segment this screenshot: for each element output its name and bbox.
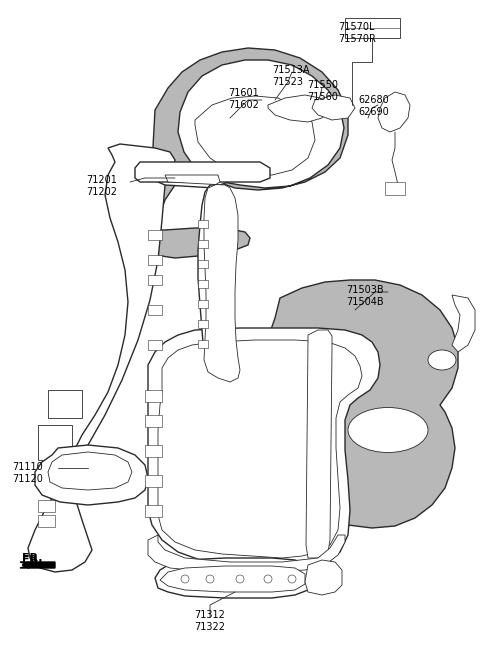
Polygon shape (306, 330, 332, 558)
Text: FR.: FR. (22, 555, 43, 565)
Polygon shape (198, 240, 208, 248)
Text: 71312
71322: 71312 71322 (194, 610, 226, 632)
Polygon shape (145, 475, 162, 487)
Circle shape (236, 575, 244, 583)
Polygon shape (345, 18, 400, 38)
Polygon shape (148, 328, 380, 570)
Circle shape (288, 575, 296, 583)
Polygon shape (148, 305, 162, 315)
Polygon shape (268, 95, 328, 122)
Polygon shape (48, 452, 132, 490)
Text: FR.: FR. (22, 553, 43, 563)
Polygon shape (135, 162, 270, 182)
Text: 62680
62690: 62680 62690 (358, 95, 389, 117)
Polygon shape (148, 275, 162, 285)
Polygon shape (385, 182, 405, 195)
Polygon shape (148, 535, 345, 572)
Polygon shape (378, 92, 410, 132)
Text: 71513A
71523: 71513A 71523 (272, 65, 310, 87)
Circle shape (264, 575, 272, 583)
Polygon shape (155, 558, 315, 598)
Polygon shape (145, 415, 162, 427)
Polygon shape (38, 500, 55, 512)
Polygon shape (165, 175, 240, 382)
Polygon shape (452, 295, 475, 352)
Polygon shape (145, 165, 255, 402)
Polygon shape (145, 390, 162, 402)
Ellipse shape (348, 407, 428, 453)
Polygon shape (35, 445, 148, 505)
Ellipse shape (428, 350, 456, 370)
Text: 71550
71560: 71550 71560 (307, 80, 338, 102)
Polygon shape (20, 562, 55, 568)
Text: 71201
71202: 71201 71202 (86, 175, 117, 197)
Polygon shape (38, 425, 72, 460)
Text: 71110
71120: 71110 71120 (12, 462, 43, 483)
Circle shape (206, 575, 214, 583)
Polygon shape (145, 505, 162, 517)
Polygon shape (148, 340, 162, 350)
Polygon shape (195, 372, 260, 408)
Polygon shape (158, 340, 362, 558)
Polygon shape (258, 352, 285, 460)
Polygon shape (198, 280, 208, 288)
Circle shape (181, 575, 189, 583)
Text: 71503B
71504B: 71503B 71504B (346, 285, 384, 306)
Polygon shape (38, 515, 55, 527)
Polygon shape (198, 320, 208, 328)
Polygon shape (265, 280, 458, 528)
Polygon shape (160, 566, 305, 592)
Polygon shape (305, 560, 342, 595)
Polygon shape (198, 340, 208, 348)
Text: 71601
71602: 71601 71602 (228, 88, 259, 110)
Polygon shape (148, 230, 162, 240)
Polygon shape (48, 390, 82, 418)
Polygon shape (148, 255, 162, 265)
Polygon shape (312, 95, 355, 120)
Polygon shape (145, 445, 162, 457)
Polygon shape (198, 220, 208, 228)
Polygon shape (145, 48, 348, 240)
Polygon shape (195, 96, 315, 175)
Polygon shape (38, 465, 72, 490)
Text: 71570L
71570R: 71570L 71570R (338, 22, 376, 43)
Polygon shape (28, 144, 175, 572)
Polygon shape (198, 260, 208, 268)
Polygon shape (198, 300, 208, 308)
Polygon shape (148, 228, 250, 258)
